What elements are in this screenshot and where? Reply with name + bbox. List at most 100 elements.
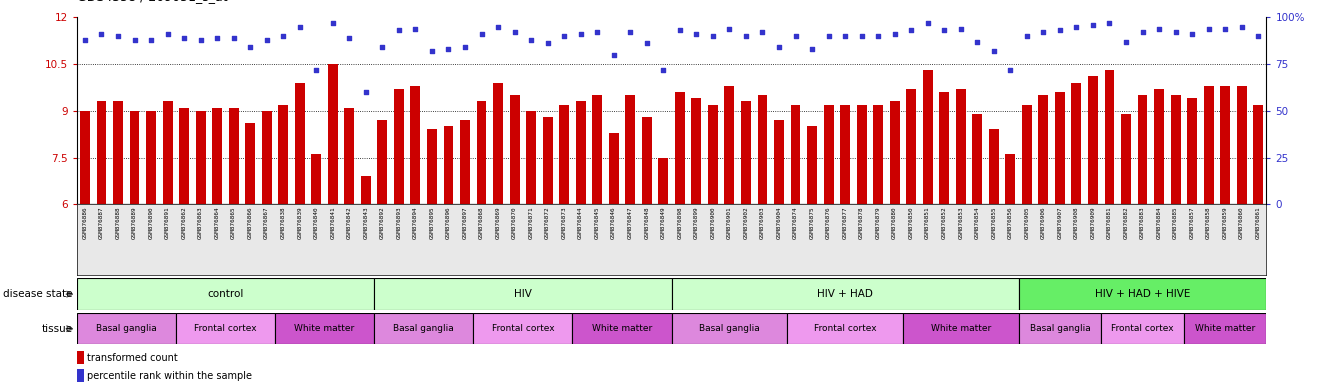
Text: GSM876864: GSM876864 [214,207,219,239]
Bar [1204,86,1214,204]
Text: GSM876840: GSM876840 [313,207,319,239]
Text: GSM876880: GSM876880 [892,207,898,239]
Bar [1171,95,1181,204]
Bar [1154,89,1165,204]
Bar [275,313,374,344]
Bar [1018,278,1266,310]
Point [752,29,773,35]
Bar [279,104,288,204]
Bar [526,111,537,204]
Bar [1039,95,1048,204]
Point [851,33,873,39]
Point [323,20,344,26]
Point [735,33,756,39]
Text: GSM876881: GSM876881 [1107,207,1112,239]
Bar [903,313,1018,344]
Text: GSM876841: GSM876841 [330,207,336,239]
Text: GSM876908: GSM876908 [1073,207,1079,239]
Bar [427,129,438,204]
Text: tissue: tissue [41,324,73,334]
Text: GSM876865: GSM876865 [231,207,237,239]
Text: GSM876843: GSM876843 [364,207,369,239]
Text: GSM876885: GSM876885 [1173,207,1178,239]
Bar [77,369,83,382]
Bar [477,101,486,204]
Point [338,35,360,41]
Text: Basal ganglia: Basal ganglia [1030,324,1091,333]
Bar [923,70,933,204]
Text: GSM876860: GSM876860 [1239,207,1244,239]
Text: GSM876861: GSM876861 [1256,207,1261,239]
Bar [742,101,751,204]
Point [471,31,492,37]
Point [157,31,178,37]
Point [389,27,410,33]
Point [223,35,245,41]
Bar [543,117,553,204]
Point [999,66,1021,73]
Text: GSM876859: GSM876859 [1223,207,1228,239]
Bar [857,104,867,204]
Point [124,36,145,43]
Text: GSM876842: GSM876842 [346,207,352,239]
Point [74,36,95,43]
Text: GSM876856: GSM876856 [1007,207,1013,239]
Point [768,44,789,50]
Point [984,48,1005,54]
Text: GSM876849: GSM876849 [661,207,666,239]
Bar [775,120,784,204]
Text: GSM876897: GSM876897 [463,207,468,239]
Point [834,33,855,39]
Point [669,27,690,33]
Text: GSM876874: GSM876874 [793,207,798,239]
Point [933,27,954,33]
Point [1231,23,1252,30]
Text: GSM876853: GSM876853 [958,207,964,239]
Point [305,66,327,73]
Point [455,44,476,50]
Point [488,23,509,30]
Text: GSM876873: GSM876873 [562,207,567,239]
Bar [378,120,387,204]
Bar [1253,104,1264,204]
Bar [1220,86,1231,204]
Point [521,36,542,43]
Point [702,33,723,39]
Bar [295,83,305,204]
Point [719,25,740,31]
Point [1017,33,1038,39]
Bar [609,132,619,204]
Text: GSM876876: GSM876876 [826,207,832,239]
Text: HIV + HAD + HIVE: HIV + HAD + HIVE [1095,289,1190,299]
Bar [394,89,405,204]
Point [256,36,278,43]
Bar [163,101,172,204]
Bar [374,313,473,344]
Bar [791,104,801,204]
Bar [874,104,883,204]
Text: GSM876904: GSM876904 [776,207,781,239]
Text: control: control [208,289,243,299]
Bar [328,64,338,204]
Text: GSM876891: GSM876891 [165,207,171,239]
Bar [973,114,982,204]
Text: Basal ganglia: Basal ganglia [394,324,453,333]
Text: GSM876850: GSM876850 [908,207,914,239]
Text: GSM876909: GSM876909 [1091,207,1096,239]
Text: GSM876899: GSM876899 [694,207,699,239]
Text: GSM876886: GSM876886 [82,207,87,239]
Point [554,33,575,39]
Point [917,20,939,26]
Point [1132,29,1153,35]
Text: GSM876902: GSM876902 [743,207,748,239]
Point [140,36,161,43]
Text: GSM876848: GSM876848 [644,207,649,239]
Point [620,29,641,35]
Text: GSM876890: GSM876890 [148,207,153,239]
Text: White matter: White matter [931,324,992,333]
Bar [97,101,106,204]
Bar [808,126,817,204]
Text: GSM876854: GSM876854 [974,207,980,239]
Bar [493,83,502,204]
Bar [1072,83,1081,204]
